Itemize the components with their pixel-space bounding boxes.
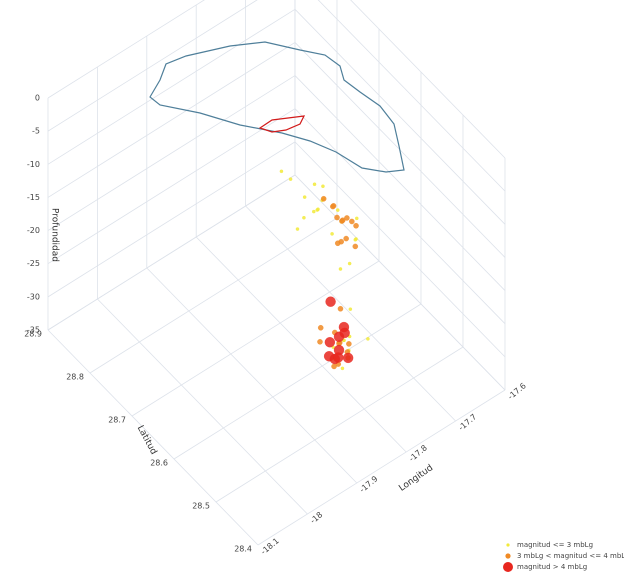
- grid: [47, 0, 506, 546]
- point: [336, 208, 340, 212]
- grid-line: [294, 9, 506, 225]
- point: [334, 214, 340, 221]
- x-tick-label: -18.1: [259, 536, 281, 556]
- grid-line: [294, 174, 506, 391]
- x-tick-label: -18: [309, 510, 325, 525]
- point: [342, 352, 354, 364]
- grid-line: [215, 346, 464, 503]
- point: [353, 223, 359, 229]
- point: [337, 305, 344, 312]
- point: [335, 240, 341, 246]
- z-axis-title: Profundidad: [50, 208, 60, 262]
- point: [315, 208, 320, 212]
- y-tick-label: 28.7: [108, 416, 126, 425]
- grid-line: [97, 298, 308, 515]
- x-tick-label: -17.9: [358, 474, 380, 494]
- grid-line: [245, 205, 456, 422]
- z-tick-label: -10: [27, 160, 40, 169]
- point: [288, 177, 293, 181]
- grid-line: [294, 108, 506, 324]
- point: [339, 217, 346, 224]
- grid-line: [47, 0, 205, 99]
- grid-line: [257, 389, 506, 546]
- y-axis-title: Latitud: [135, 424, 159, 457]
- grid-line: [47, 108, 296, 265]
- z-tick-label: 0: [35, 94, 40, 103]
- point: [317, 339, 323, 345]
- point: [355, 216, 359, 221]
- grid-line: [47, 329, 259, 546]
- z-tick-label: -5: [32, 127, 40, 136]
- grid-line: [317, 0, 506, 192]
- legend: magnitud <= 3 mbLg 3 mbLg < magnitud <= 4…: [503, 541, 624, 572]
- point: [366, 337, 370, 341]
- grid-line: [89, 217, 338, 374]
- point: [330, 232, 334, 236]
- legend-label: magnitud <= 3 mbLg: [517, 541, 593, 549]
- z-tick-label: -15: [27, 193, 40, 202]
- point: [331, 363, 337, 370]
- grid-line: [350, 0, 506, 159]
- island-outline: [149, 41, 405, 173]
- legend-marker: [505, 553, 511, 559]
- point: [347, 261, 352, 266]
- point: [279, 169, 284, 174]
- x-axis-title: Longitud: [397, 463, 435, 494]
- point: [346, 341, 352, 347]
- grid-line: [146, 267, 358, 484]
- y-tick-label: 28.4: [234, 545, 252, 554]
- lava-outline: [258, 115, 306, 133]
- point: [340, 366, 345, 371]
- x-tick-label: -17.6: [506, 381, 528, 401]
- point: [348, 307, 353, 311]
- point: [295, 227, 300, 231]
- legend-label: 3 mbLg < magnitud <= 4 mbLg: [517, 552, 624, 560]
- grid-line: [195, 236, 407, 453]
- grid-line: [47, 42, 296, 198]
- point: [321, 184, 325, 189]
- grid-line: [47, 75, 296, 231]
- point: [320, 195, 327, 202]
- grid-line: [47, 0, 258, 132]
- point: [352, 243, 359, 250]
- grid-line: [47, 8, 296, 165]
- grid-line: [294, 75, 506, 291]
- point: [343, 235, 349, 242]
- z-tick-label: -35: [27, 326, 40, 335]
- x-tick-label: -17.7: [457, 412, 479, 432]
- y-tick-label: 28.5: [192, 502, 210, 511]
- legend-marker: [506, 543, 510, 547]
- y-tick-label: 28.9: [24, 330, 42, 339]
- point: [324, 337, 336, 348]
- point: [333, 352, 344, 363]
- z-tick-label: -25: [27, 259, 40, 268]
- point: [302, 195, 307, 199]
- points: [279, 169, 370, 371]
- z-tick-label: -20: [27, 226, 40, 235]
- point: [325, 296, 336, 307]
- z-tick-label: -30: [27, 292, 40, 301]
- grid-line: [131, 260, 380, 417]
- point: [317, 325, 324, 331]
- y-tick-label: 28.6: [150, 459, 168, 468]
- y-tick-label: 28.8: [66, 373, 84, 382]
- legend-marker: [503, 562, 513, 572]
- grid-line: [47, 141, 296, 298]
- point: [354, 237, 358, 241]
- x-tick-label: -17.8: [407, 443, 429, 463]
- point: [312, 209, 316, 214]
- point: [302, 216, 306, 220]
- point: [349, 218, 355, 225]
- point: [339, 327, 350, 339]
- legend-label: magnitud > 4 mbLg: [517, 563, 587, 571]
- point: [330, 203, 336, 210]
- point: [338, 267, 343, 271]
- grid-line: [173, 303, 422, 460]
- point: [344, 215, 350, 221]
- point: [312, 182, 317, 187]
- grid-line: [47, 174, 296, 331]
- grid-line: [294, 141, 506, 358]
